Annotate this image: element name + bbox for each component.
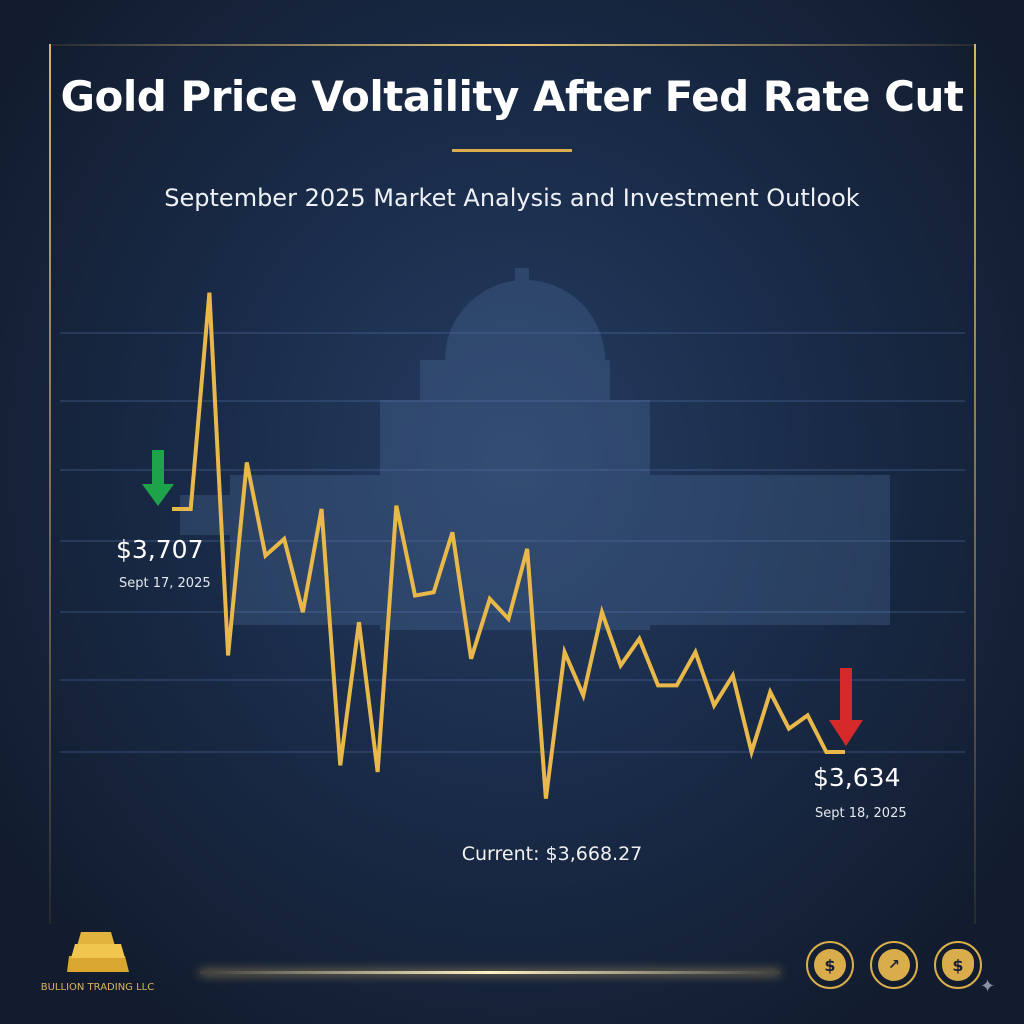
start-price-label: $3,707 — [116, 535, 204, 564]
bottom-glow-divider — [200, 971, 780, 974]
page-title: Gold Price Voltaility After Fed Rate Cut — [60, 72, 964, 121]
gold-bars-icon — [66, 932, 129, 972]
capitol-building-silhouette — [180, 268, 890, 630]
frame-right-border — [974, 44, 976, 924]
dollar-coin-icon: $ — [806, 941, 854, 989]
brand-name: BULLION TRADING LLC — [40, 982, 155, 993]
current-price-label: Current: $3,668.27 — [461, 843, 643, 865]
end-arrow-icon — [829, 668, 863, 746]
end-date-label: Sept 18, 2025 — [815, 806, 907, 821]
brand-logo: BULLION TRADING LLC — [30, 930, 165, 993]
frame-top-border — [50, 44, 975, 46]
frame-left-border — [49, 44, 51, 924]
start-date-label: Sept 17, 2025 — [119, 576, 211, 591]
end-price-label: $3,634 — [813, 763, 901, 792]
page-subtitle: September 2025 Market Analysis and Inves… — [164, 184, 860, 212]
sparkle-icon: ✦ — [980, 976, 996, 997]
title-underline — [452, 149, 572, 152]
start-arrow-icon — [142, 450, 174, 506]
shield-dollar-icon: $ — [934, 941, 982, 989]
price-line — [172, 292, 845, 799]
bar-chart-growth-icon: ↗ — [870, 941, 918, 989]
